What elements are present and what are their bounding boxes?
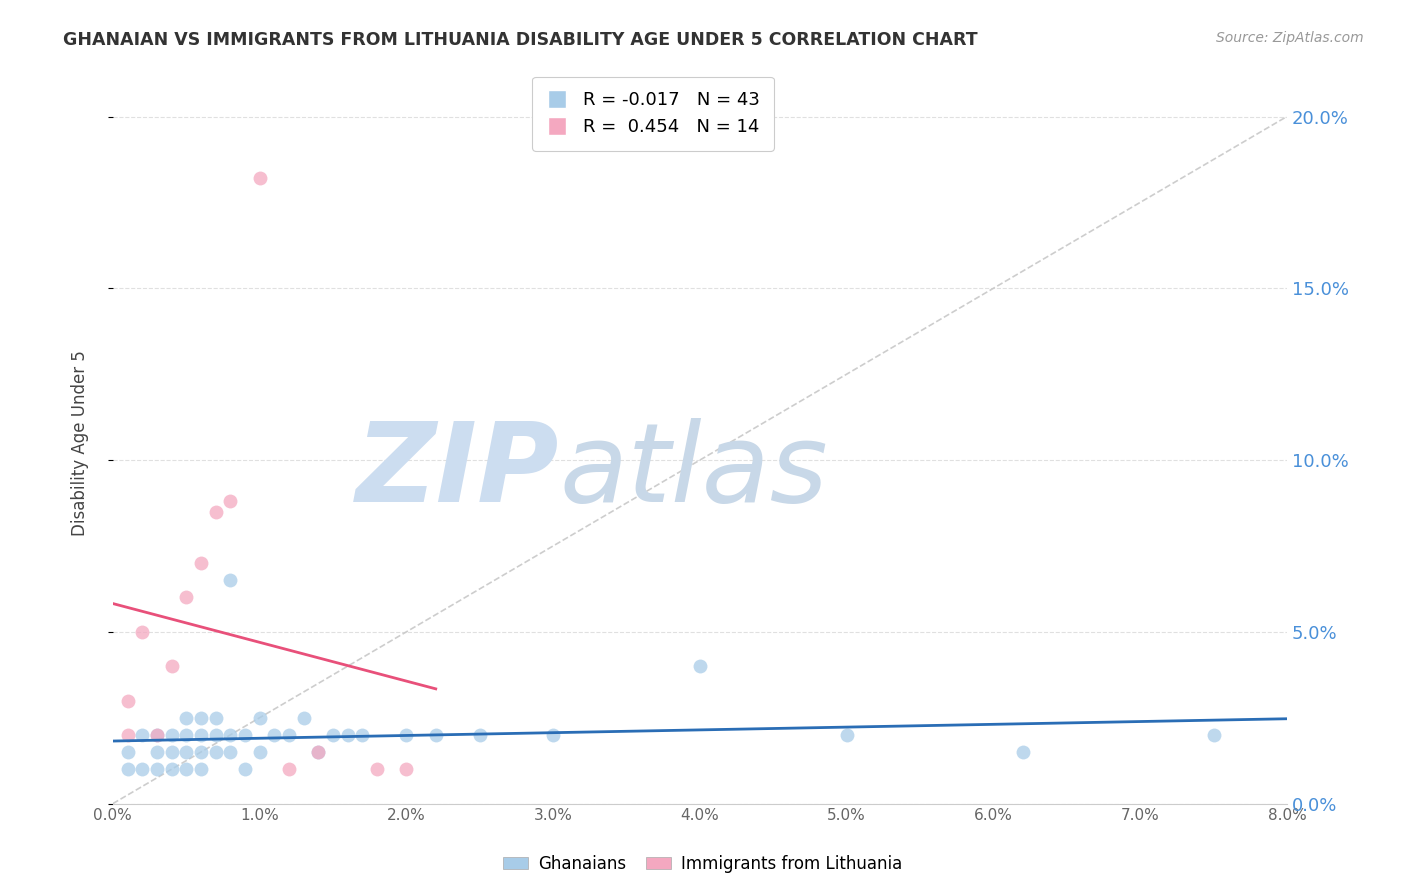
Point [146, 728, 169, 742]
Point [249, 711, 271, 725]
Point [146, 745, 169, 759]
Point [366, 762, 388, 776]
Point [131, 762, 153, 776]
Point [174, 711, 197, 725]
Point [352, 728, 374, 742]
Point [174, 591, 197, 605]
Text: ZIP: ZIP [356, 418, 560, 525]
Point [835, 728, 858, 742]
Text: GHANAIAN VS IMMIGRANTS FROM LITHUANIA DISABILITY AGE UNDER 5 CORRELATION CHART: GHANAIAN VS IMMIGRANTS FROM LITHUANIA DI… [63, 31, 979, 49]
Point [160, 745, 183, 759]
Point [190, 556, 212, 570]
Point [174, 728, 197, 742]
Point [278, 762, 301, 776]
Point [190, 745, 212, 759]
Point [174, 745, 197, 759]
Point [263, 728, 285, 742]
Point [249, 745, 271, 759]
Point [468, 728, 491, 742]
Point [190, 762, 212, 776]
Point [190, 728, 212, 742]
Point [249, 171, 271, 186]
Point [307, 745, 329, 759]
Point [219, 745, 242, 759]
Point [174, 762, 197, 776]
Point [117, 745, 139, 759]
Point [219, 728, 242, 742]
Point [336, 728, 359, 742]
Point [395, 728, 418, 742]
Point [160, 762, 183, 776]
Y-axis label: Disability Age Under 5: Disability Age Under 5 [72, 350, 89, 536]
Text: atlas: atlas [560, 418, 828, 525]
Point [160, 659, 183, 673]
Point [204, 745, 226, 759]
Point [1202, 728, 1225, 742]
Point [541, 728, 564, 742]
Point [146, 728, 169, 742]
Point [395, 762, 418, 776]
Point [425, 728, 447, 742]
Point [204, 711, 226, 725]
Point [233, 728, 256, 742]
Point [689, 659, 711, 673]
Point [117, 762, 139, 776]
Legend: R = -0.017   N = 43, R =  0.454   N = 14: R = -0.017 N = 43, R = 0.454 N = 14 [531, 77, 773, 151]
Point [292, 711, 315, 725]
Point [160, 728, 183, 742]
Point [204, 505, 226, 519]
Point [190, 711, 212, 725]
Point [131, 624, 153, 639]
Point [204, 728, 226, 742]
Point [146, 762, 169, 776]
Point [278, 728, 301, 742]
Text: Source: ZipAtlas.com: Source: ZipAtlas.com [1216, 31, 1364, 45]
Point [117, 693, 139, 707]
Point [1011, 745, 1033, 759]
Point [307, 745, 329, 759]
Point [117, 728, 139, 742]
Point [233, 762, 256, 776]
Point [322, 728, 344, 742]
Point [219, 494, 242, 508]
Point [219, 574, 242, 588]
Point [131, 728, 153, 742]
Legend: Ghanaians, Immigrants from Lithuania: Ghanaians, Immigrants from Lithuania [496, 848, 910, 880]
